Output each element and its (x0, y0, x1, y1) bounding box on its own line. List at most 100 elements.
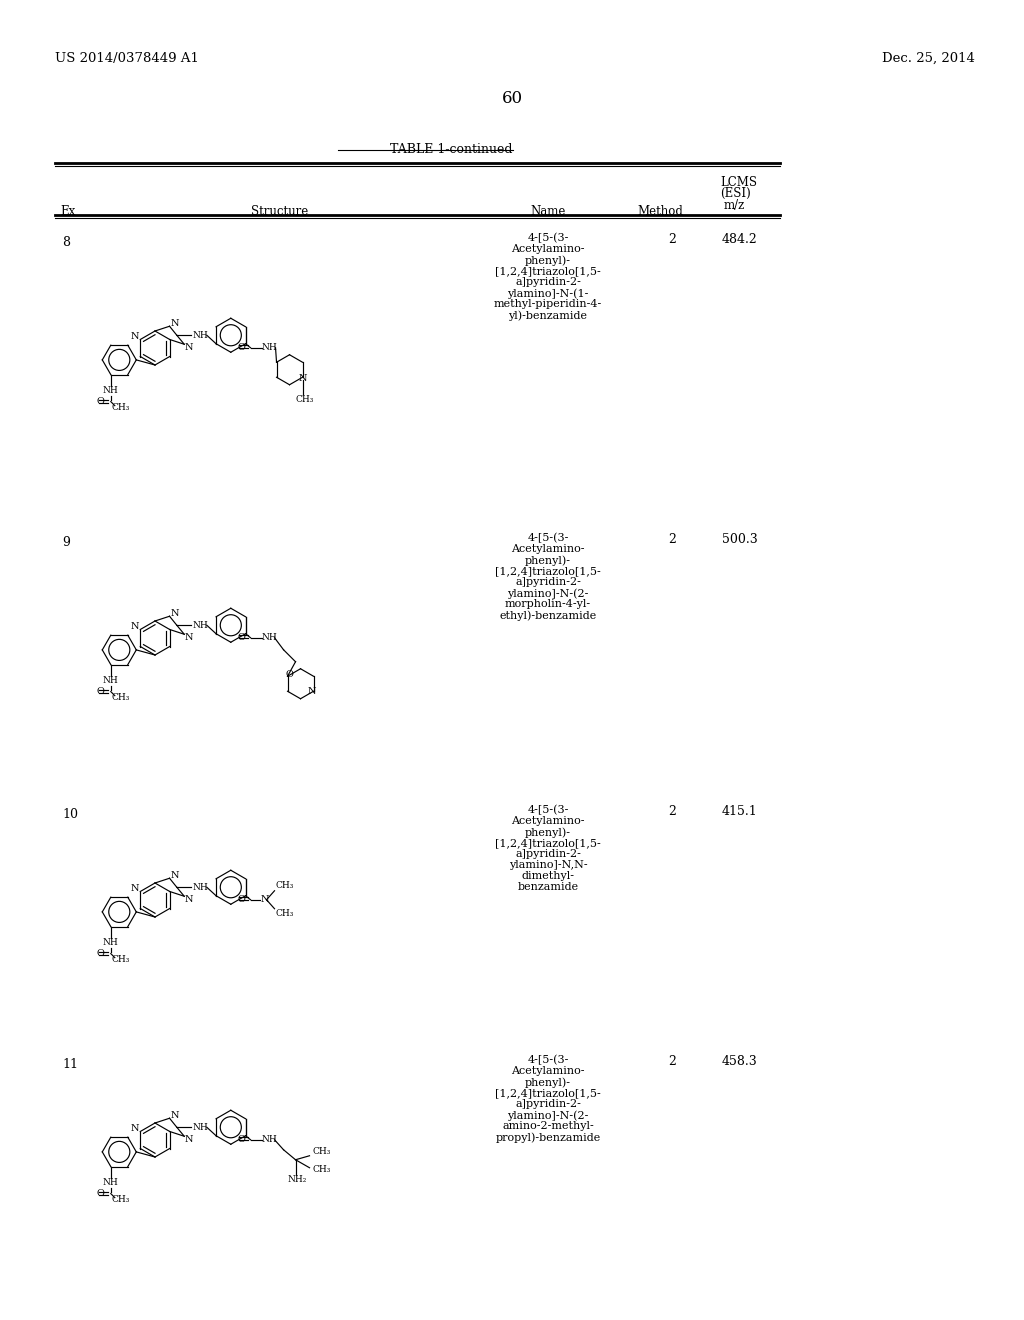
Text: 4-[5-(3-: 4-[5-(3- (527, 234, 568, 243)
Text: Acetylamino-: Acetylamino- (511, 1067, 585, 1076)
Text: N: N (298, 374, 307, 383)
Text: a]pyridin-2-: a]pyridin-2- (515, 849, 581, 859)
Text: a]pyridin-2-: a]pyridin-2- (515, 577, 581, 587)
Text: 4-[5-(3-: 4-[5-(3- (527, 805, 568, 816)
Text: Structure: Structure (251, 205, 308, 218)
Text: TABLE 1-continued: TABLE 1-continued (390, 143, 512, 156)
Text: phenyl)-: phenyl)- (525, 255, 571, 265)
Text: NH: NH (193, 1123, 209, 1131)
Text: methyl-piperidin-4-: methyl-piperidin-4- (494, 300, 602, 309)
Text: LCMS: LCMS (720, 176, 757, 189)
Text: [1,2,4]triazolo[1,5-: [1,2,4]triazolo[1,5- (496, 1088, 601, 1098)
Text: O: O (97, 949, 104, 958)
Text: N: N (170, 609, 179, 618)
Text: N: N (185, 895, 194, 904)
Text: benzamide: benzamide (517, 882, 579, 892)
Text: 10: 10 (62, 808, 78, 821)
Text: 2: 2 (668, 234, 676, 246)
Text: CH₃: CH₃ (312, 1147, 331, 1156)
Text: CH₃: CH₃ (275, 909, 294, 919)
Text: ethyl)-benzamide: ethyl)-benzamide (500, 610, 597, 620)
Text: CH₃: CH₃ (112, 956, 130, 964)
Text: CH₃: CH₃ (112, 1195, 130, 1204)
Text: NH: NH (193, 883, 209, 892)
Text: 2: 2 (668, 805, 676, 818)
Text: N: N (307, 686, 315, 696)
Text: 484.2: 484.2 (722, 234, 758, 246)
Text: N: N (170, 1110, 179, 1119)
Text: 9: 9 (62, 536, 70, 549)
Text: m/z: m/z (724, 199, 745, 213)
Text: NH: NH (193, 620, 209, 630)
Text: 4-[5-(3-: 4-[5-(3- (527, 1055, 568, 1065)
Text: (ESI): (ESI) (720, 187, 751, 201)
Text: propyl)-benzamide: propyl)-benzamide (496, 1133, 601, 1143)
Text: 2: 2 (668, 1055, 676, 1068)
Text: ylamino]-N,N-: ylamino]-N,N- (509, 861, 588, 870)
Text: Name: Name (530, 205, 565, 218)
Text: 11: 11 (62, 1059, 78, 1071)
Text: CH₃: CH₃ (312, 1166, 331, 1175)
Text: CH₃: CH₃ (275, 882, 294, 890)
Text: NH: NH (193, 331, 209, 339)
Text: dimethyl-: dimethyl- (521, 871, 574, 880)
Text: O: O (97, 397, 104, 407)
Text: N: N (131, 884, 139, 894)
Text: CH₃: CH₃ (112, 693, 130, 702)
Text: O: O (238, 634, 246, 643)
Text: 415.1: 415.1 (722, 805, 758, 818)
Text: NH: NH (103, 1179, 119, 1187)
Text: [1,2,4]triazolo[1,5-: [1,2,4]triazolo[1,5- (496, 267, 601, 276)
Text: amino-2-methyl-: amino-2-methyl- (502, 1121, 594, 1131)
Text: 8: 8 (62, 236, 70, 249)
Text: yl)-benzamide: yl)-benzamide (509, 310, 588, 321)
Text: N: N (185, 632, 194, 642)
Text: Acetylamino-: Acetylamino- (511, 544, 585, 554)
Text: phenyl)-: phenyl)- (525, 828, 571, 838)
Text: NH: NH (103, 939, 119, 948)
Text: Acetylamino-: Acetylamino- (511, 816, 585, 826)
Text: Ex: Ex (60, 205, 75, 218)
Text: [1,2,4]triazolo[1,5-: [1,2,4]triazolo[1,5- (496, 838, 601, 847)
Text: CH₃: CH₃ (295, 395, 313, 404)
Text: a]pyridin-2-: a]pyridin-2- (515, 277, 581, 286)
Text: [1,2,4]triazolo[1,5-: [1,2,4]triazolo[1,5- (496, 566, 601, 576)
Text: CH₃: CH₃ (112, 403, 130, 412)
Text: ylamino]-N-(2-: ylamino]-N-(2- (507, 1110, 589, 1121)
Text: US 2014/0378449 A1: US 2014/0378449 A1 (55, 51, 199, 65)
Text: NH: NH (262, 343, 278, 352)
Text: NH: NH (103, 387, 119, 395)
Text: 458.3: 458.3 (722, 1055, 758, 1068)
Text: ylamino]-N-(2-: ylamino]-N-(2- (507, 587, 589, 598)
Text: N: N (170, 318, 179, 327)
Text: O: O (238, 343, 246, 352)
Text: 500.3: 500.3 (722, 533, 758, 546)
Text: Method: Method (637, 205, 683, 218)
Text: Dec. 25, 2014: Dec. 25, 2014 (882, 51, 975, 65)
Text: O: O (286, 669, 294, 678)
Text: a]pyridin-2-: a]pyridin-2- (515, 1100, 581, 1109)
Text: NH: NH (262, 1135, 278, 1144)
Text: Acetylamino-: Acetylamino- (511, 244, 585, 253)
Text: NH₂: NH₂ (288, 1175, 307, 1184)
Text: O: O (238, 895, 246, 904)
Text: NH: NH (103, 676, 119, 685)
Text: N: N (131, 1125, 139, 1133)
Text: ylamino]-N-(1-: ylamino]-N-(1- (507, 288, 589, 298)
Text: phenyl)-: phenyl)- (525, 554, 571, 565)
Text: N: N (260, 895, 268, 904)
Text: NH: NH (262, 634, 278, 643)
Text: 60: 60 (502, 90, 522, 107)
Text: N: N (131, 622, 139, 631)
Text: phenyl)-: phenyl)- (525, 1077, 571, 1088)
Text: 4-[5-(3-: 4-[5-(3- (527, 533, 568, 544)
Text: N: N (170, 871, 179, 879)
Text: 2: 2 (668, 533, 676, 546)
Text: O: O (238, 1135, 246, 1144)
Text: N: N (185, 1135, 194, 1143)
Text: O: O (97, 1189, 104, 1199)
Text: O: O (97, 688, 104, 696)
Text: N: N (131, 333, 139, 341)
Text: N: N (185, 343, 194, 351)
Text: morpholin-4-yl-: morpholin-4-yl- (505, 599, 591, 609)
